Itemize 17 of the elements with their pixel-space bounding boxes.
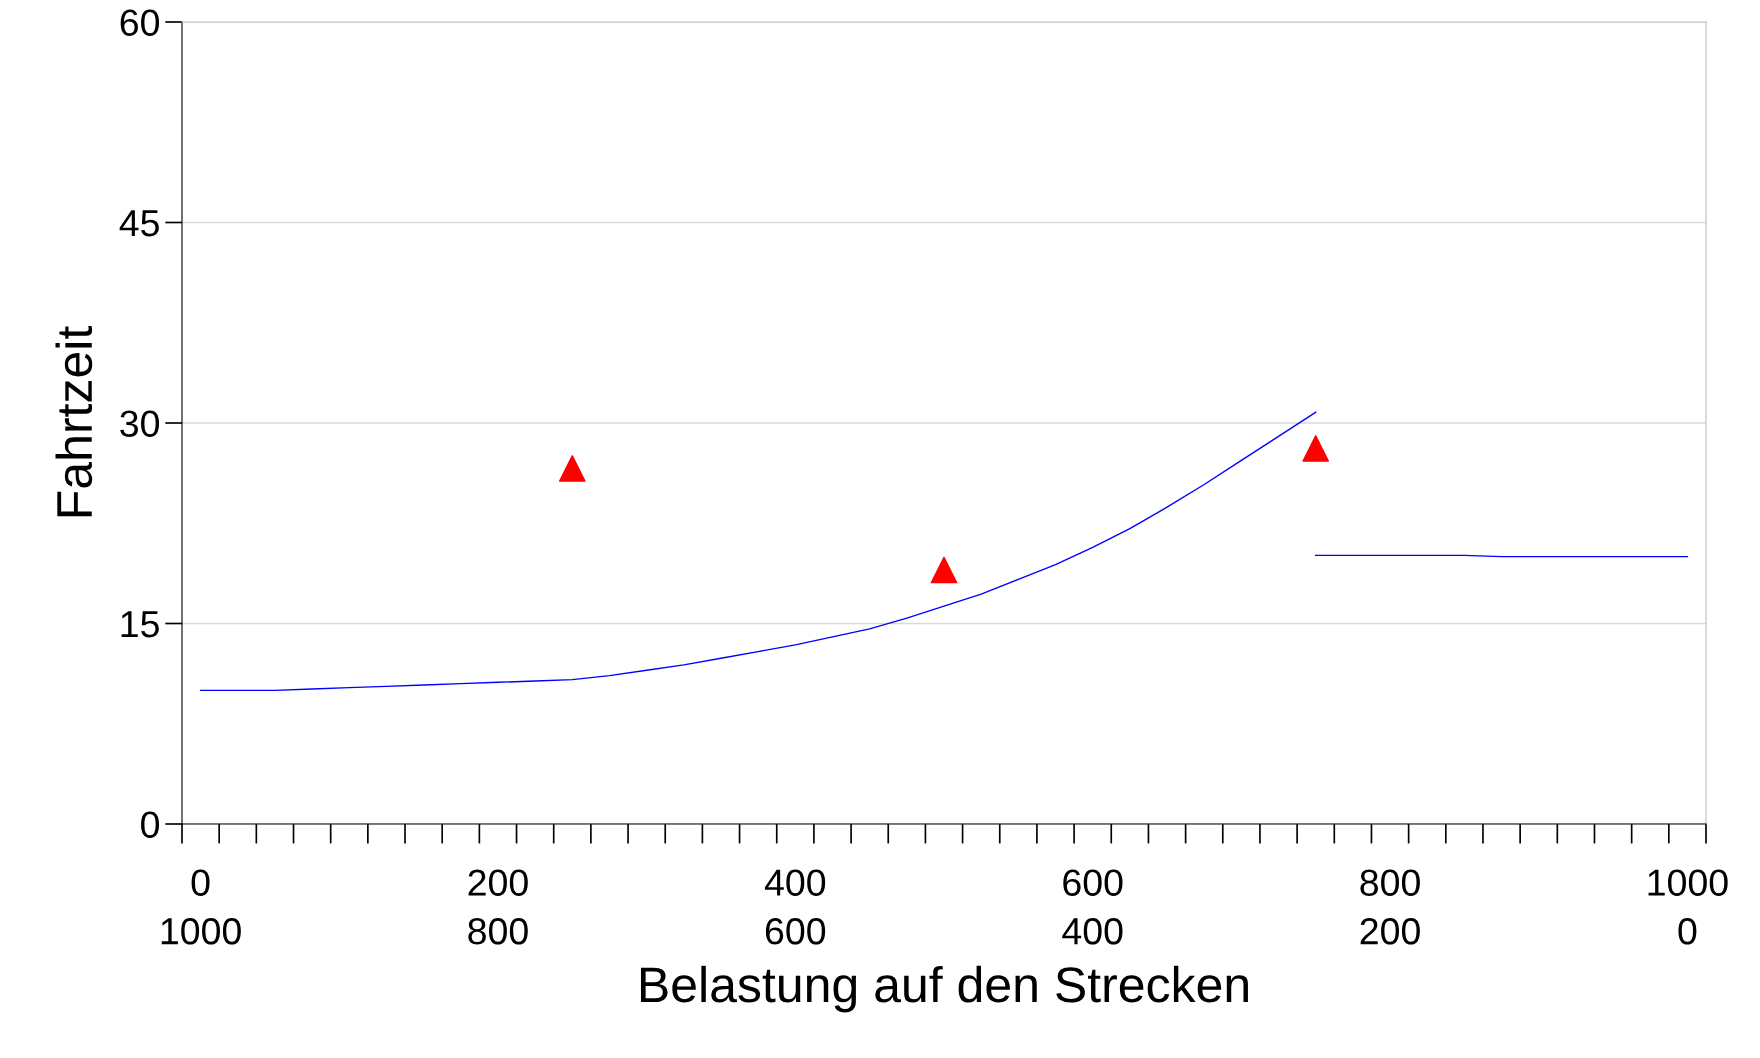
y-tick-label: 30 bbox=[120, 410, 160, 437]
y-tick-label: 60 bbox=[120, 9, 160, 36]
x-tick-label: 800 200 bbox=[1360, 869, 1420, 945]
point bbox=[930, 556, 958, 584]
x-tick-label: 1000 0 bbox=[1648, 869, 1728, 945]
x-tick-label: 600 400 bbox=[1062, 869, 1123, 945]
x-tick-label: 400 600 bbox=[764, 869, 826, 945]
point bbox=[558, 455, 586, 482]
y-tick-label: 15 bbox=[121, 611, 159, 638]
x-tick-label: 200 800 bbox=[468, 869, 528, 945]
line-series bbox=[199, 411, 1317, 692]
y-axis-title: Fahrtzeit bbox=[55, 326, 93, 517]
y-tick-label: 45 bbox=[119, 210, 159, 237]
x-tick-label: 0 1000 bbox=[161, 869, 241, 945]
point bbox=[1302, 435, 1330, 462]
y-tick-label: 0 bbox=[141, 811, 160, 838]
x-axis-title: Belastung auf den Strecken bbox=[640, 965, 1248, 1013]
